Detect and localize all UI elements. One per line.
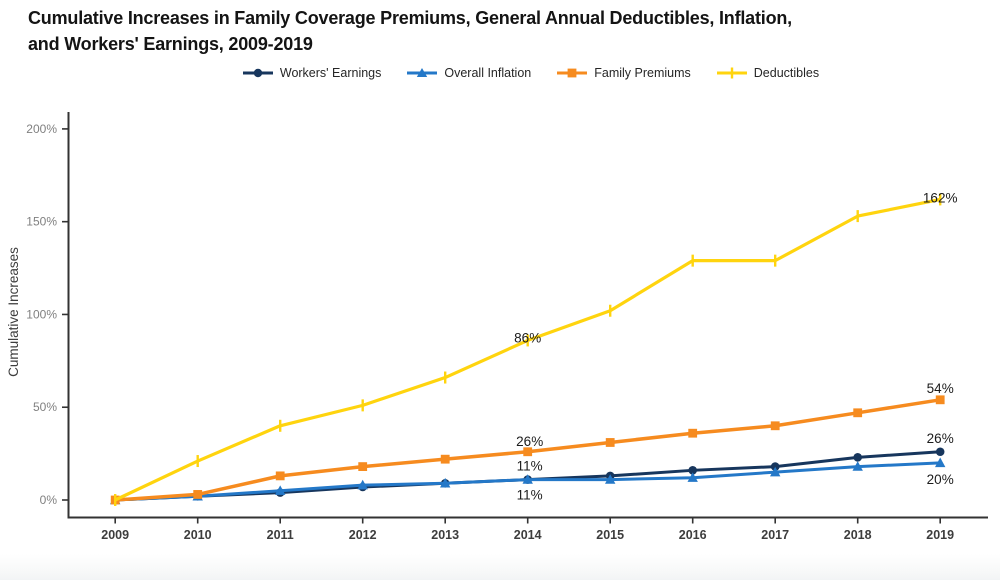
data-point <box>770 466 781 477</box>
x-tick-label: 2013 <box>431 528 459 542</box>
page-footer-strip <box>0 554 1000 580</box>
family-premiums-legend-marker <box>557 68 588 78</box>
x-tick-label: 2014 <box>514 528 542 542</box>
x-tick-label: 2009 <box>101 528 129 542</box>
data-point <box>605 474 616 484</box>
legend-label-deductibles: Deductibles <box>753 66 820 80</box>
data-point <box>358 462 368 472</box>
x-tick-label: 2015 <box>596 528 624 542</box>
data-label-family-premiums-2019: 54% <box>927 381 954 396</box>
legend-item-overall-inflation: Overall Inflation <box>407 66 531 80</box>
data-point <box>852 461 863 471</box>
y-axis-title: Cumulative Increases <box>6 247 21 377</box>
data-label-deductibles-2019: 162% <box>923 190 958 205</box>
chart-title-line-1: Cumulative Increases in Family Coverage … <box>28 8 792 28</box>
legend-label-family-premiums: Family Premiums <box>594 66 691 80</box>
overall-inflation-legend-marker <box>407 68 438 77</box>
data-point <box>440 477 451 488</box>
data-point <box>522 474 533 484</box>
data-label-workers-earnings-2019: 26% <box>927 431 954 446</box>
x-tick-label: 2016 <box>679 528 707 542</box>
data-point <box>275 471 285 481</box>
data-point <box>935 395 945 405</box>
workers-earnings-legend-marker <box>242 68 273 78</box>
y-tick-label: 100% <box>26 307 57 321</box>
data-point <box>275 485 286 495</box>
data-label-deductibles-2014: 86% <box>514 330 541 345</box>
data-point <box>523 447 533 457</box>
x-tick-label: 2012 <box>349 528 377 542</box>
data-point <box>193 490 203 499</box>
data-point <box>853 408 863 418</box>
data-label-workers-earnings-2014: 11% <box>517 459 543 474</box>
data-point <box>440 454 450 464</box>
y-tick-label: 0% <box>40 493 58 507</box>
x-tick-label: 2018 <box>844 528 872 542</box>
legend-label-workers-earnings: Workers' Earnings <box>279 66 382 80</box>
y-tick-label: 50% <box>33 400 57 414</box>
legend-item-deductibles: Deductibles <box>716 66 820 80</box>
data-point <box>687 472 698 482</box>
data-point <box>605 438 615 447</box>
x-tick-label: 2019 <box>926 528 954 542</box>
data-point <box>935 447 945 457</box>
chart-title-line-2: and Workers' Earnings, 2009-2019 <box>28 34 313 54</box>
x-tick-label: 2010 <box>184 528 212 542</box>
data-label-overall-inflation-2014: 11% <box>517 488 543 503</box>
chart-legend: Workers' Earnings Overall Inflation Family… <box>0 66 1000 80</box>
data-label-overall-inflation-2019: 20% <box>927 472 954 487</box>
data-point <box>357 479 368 490</box>
deductibles-legend-marker <box>716 67 747 79</box>
y-tick-label: 200% <box>26 122 57 136</box>
y-tick-label: 150% <box>26 215 57 229</box>
legend-label-overall-inflation: Overall Inflation <box>444 66 532 80</box>
legend-item-family-premiums: Family Premiums <box>557 66 691 80</box>
chart-title: Cumulative Increases in Family Coverage … <box>28 5 948 57</box>
data-point <box>688 466 697 475</box>
data-point <box>853 453 862 462</box>
data-label-family-premiums-2014: 26% <box>516 434 543 449</box>
legend-item-workers-earnings: Workers' Earnings <box>242 66 382 80</box>
data-point <box>688 428 698 438</box>
data-point <box>770 421 780 431</box>
data-point <box>935 457 946 468</box>
x-tick-label: 2011 <box>267 528 294 542</box>
data-point <box>770 462 780 471</box>
x-tick-label: 2017 <box>761 528 789 542</box>
